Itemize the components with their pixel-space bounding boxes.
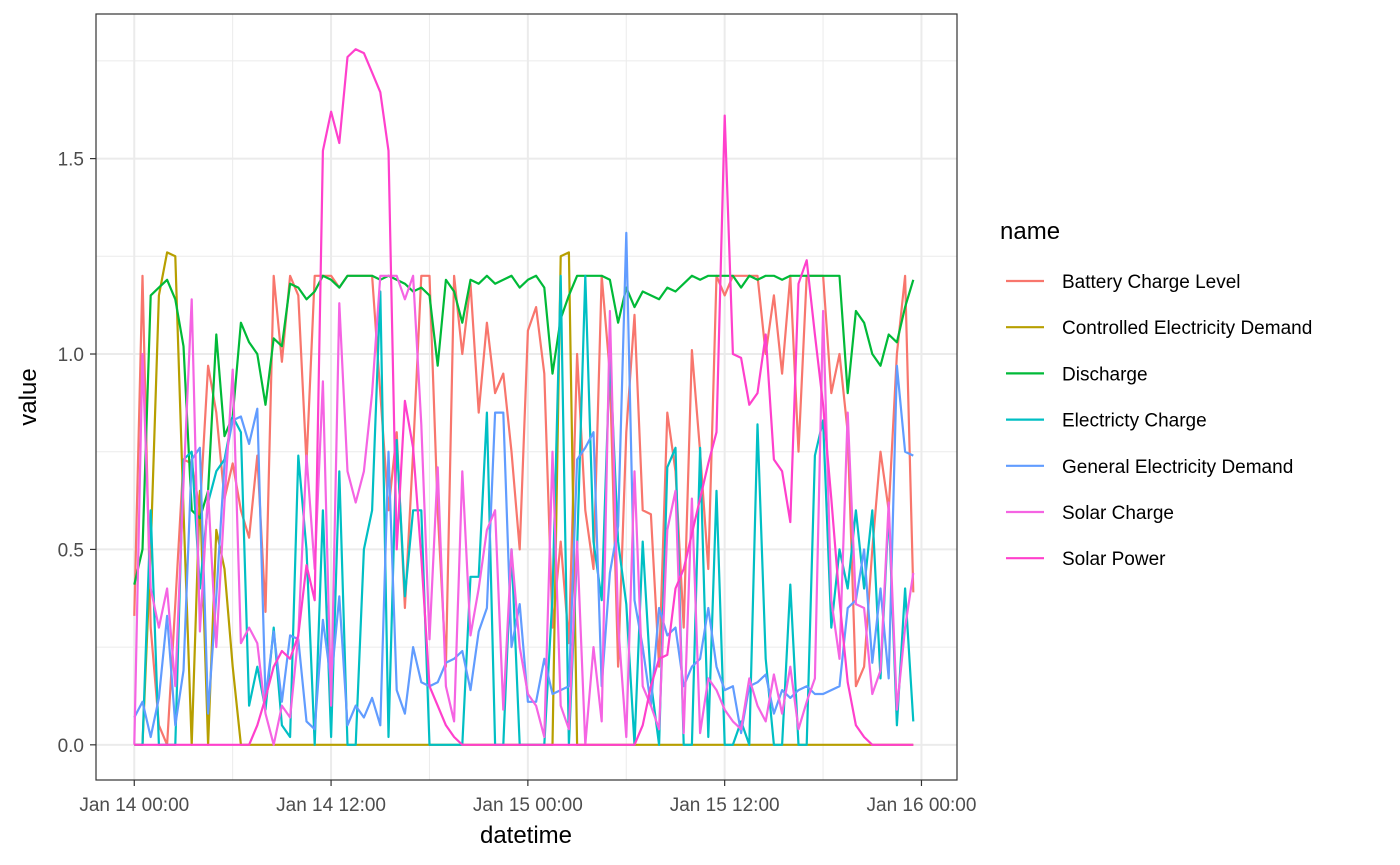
legend: name Battery Charge Level Controlled Elec… [1000,218,1312,570]
legend-title: name [1000,218,1060,245]
legend-label: General Electricity Demand [1062,457,1293,478]
legend-label: Solar Charge [1062,503,1174,524]
minor-gridlines [96,14,957,780]
x-axis: Jan 14 00:00 Jan 14 12:00 Jan 15 00:00 Jan … [79,780,976,816]
x-tick-label: Jan 14 12:00 [276,795,386,816]
x-tick-label: Jan 14 00:00 [79,795,189,816]
y-axis-title: value [15,368,42,425]
series-line-battery-charge-level [133,274,915,746]
legend-label: Discharge [1062,364,1148,385]
y-tick-label: 1.0 [58,345,84,366]
x-tick-label: Jan 15 00:00 [473,795,583,816]
plot-panel-border [95,13,958,781]
x-tick-label: Jan 16 00:00 [867,795,977,816]
legend-label: Controlled Electricity Demand [1062,318,1312,339]
y-tick-label: 1.5 [58,150,84,171]
series-line-discharge [133,274,915,585]
y-tick-label: 0.0 [58,736,84,757]
series-lines [133,48,915,746]
series-line-solar-power [134,48,914,746]
legend-label: Electricty Charge [1062,411,1207,432]
y-axis: 0.0 0.5 1.0 1.5 [58,150,96,757]
series-line-general-electricity-demand [133,231,914,739]
x-axis-title: datetime [480,822,572,849]
legend-label: Battery Charge Level [1062,272,1241,293]
x-tick-label: Jan 15 12:00 [670,795,780,816]
legend-label: Solar Power [1062,549,1166,570]
y-tick-label: 0.5 [58,540,84,561]
